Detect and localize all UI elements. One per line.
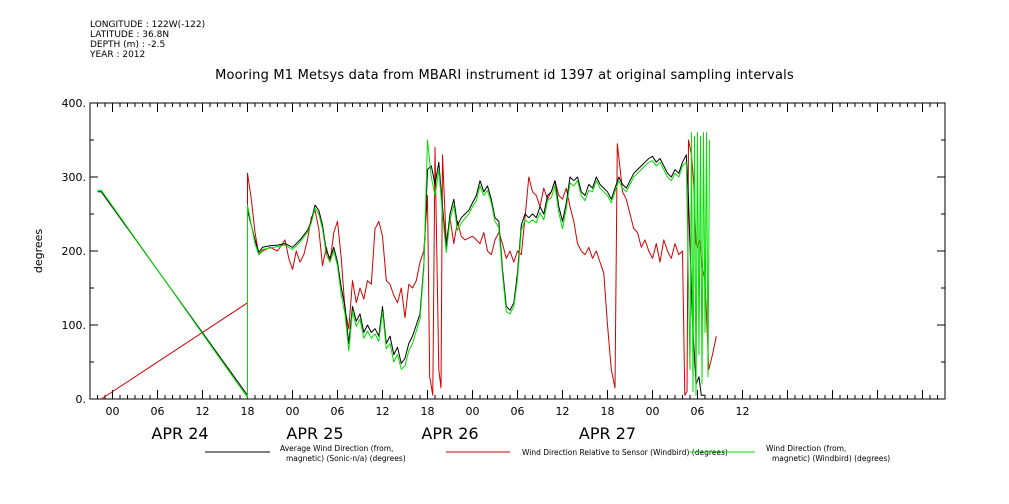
axes: 0. 100. 200. 300. 400. degrees 00 06 12 18 00 06 12 1… bbox=[32, 97, 946, 443]
legend-label-line2: magnetic) (Sonic-n/a) (degrees) bbox=[286, 454, 406, 463]
x-tick-label: 00 bbox=[286, 405, 300, 418]
x-tick-label: 00 bbox=[106, 405, 120, 418]
x-date-label: APR 26 bbox=[421, 424, 478, 443]
x-date-label: APR 27 bbox=[579, 424, 636, 443]
x-tick-label: 00 bbox=[646, 405, 660, 418]
x-tick-label: 18 bbox=[241, 405, 255, 418]
legend: Average Wind Direction (from,magnetic) (… bbox=[205, 444, 890, 463]
legend-label-line2: magnetic) (Windbird) (degrees) bbox=[772, 454, 890, 463]
depth-label: DEPTH (m) : -2.5 bbox=[90, 40, 166, 50]
x-tick-label: 06 bbox=[691, 405, 705, 418]
y-tick-label: 400. bbox=[62, 97, 87, 110]
series-layer bbox=[97, 132, 717, 400]
x-tick-label: 06 bbox=[331, 405, 345, 418]
x-tick-label: 12 bbox=[736, 405, 750, 418]
latitude-label: LATITUDE : 36.8N bbox=[90, 30, 170, 40]
x-tick-label: 06 bbox=[151, 405, 165, 418]
x-tick-label: 00 bbox=[466, 405, 480, 418]
x-date-label: APR 24 bbox=[151, 424, 208, 443]
year-label: YEAR : 2012 bbox=[90, 50, 146, 60]
y-tick-label: 100. bbox=[62, 319, 87, 332]
legend-label: Wind Direction (from, bbox=[766, 444, 846, 453]
longitude-label: LONGITUDE : 122W(-122) bbox=[90, 20, 206, 30]
x-tick-label: 12 bbox=[556, 405, 570, 418]
x-date-label: APR 25 bbox=[286, 424, 343, 443]
legend-label: Average Wind Direction (from, bbox=[280, 444, 393, 453]
series-line-1 bbox=[101, 139, 717, 400]
x-tick-label: 18 bbox=[601, 405, 615, 418]
x-tick-label: 06 bbox=[511, 405, 525, 418]
y-axis-label: degrees bbox=[32, 229, 45, 274]
series-line-0 bbox=[97, 154, 705, 396]
legend-label: Wind Direction Relative to Sensor (Windb… bbox=[522, 448, 728, 457]
metadata-block: LONGITUDE : 122W(-122) LATITUDE : 36.8N … bbox=[90, 20, 205, 60]
x-tick-label: 12 bbox=[376, 405, 390, 418]
x-tick-label: 12 bbox=[196, 405, 210, 418]
chart-title: Mooring M1 Metsys data from MBARI instru… bbox=[215, 68, 794, 83]
x-tick-label: 18 bbox=[421, 405, 435, 418]
y-tick-label: 300. bbox=[62, 171, 87, 184]
y-tick-label: 200. bbox=[62, 245, 87, 258]
y-tick-label: 0. bbox=[76, 393, 87, 406]
series-line-2 bbox=[97, 132, 710, 398]
